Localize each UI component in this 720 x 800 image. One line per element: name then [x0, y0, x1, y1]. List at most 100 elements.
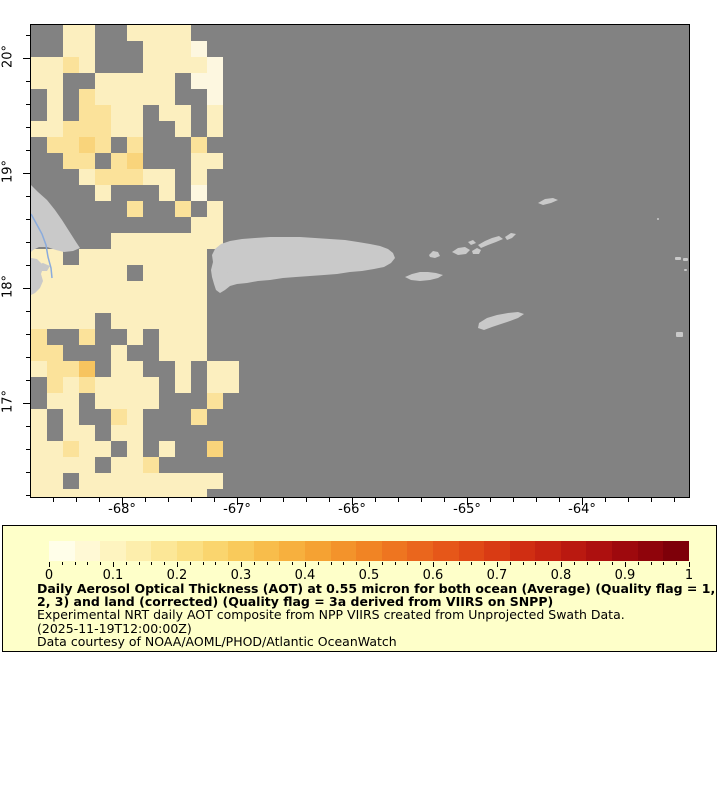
axis-tick: [76, 498, 77, 502]
aot-cell: [159, 105, 175, 121]
colorbar-tick: [625, 562, 626, 567]
aot-cell: [79, 169, 95, 185]
aot-cell: [127, 425, 143, 441]
aot-cell: [111, 345, 127, 361]
y-axis-label: 17°: [0, 389, 16, 414]
colorbar-tick: [305, 562, 306, 567]
aot-cell: [31, 457, 47, 473]
aot-cell: [63, 377, 79, 393]
aot-cell: [207, 105, 223, 121]
island-mona: [225, 271, 240, 282]
island-st-martin: [683, 258, 688, 261]
colorbar-tick: [471, 562, 473, 565]
aot-cell: [159, 345, 175, 361]
island-sombrero: [657, 218, 659, 220]
aot-cell: [191, 153, 207, 169]
axis-tick: [605, 498, 606, 502]
aot-cell: [79, 329, 95, 345]
aot-cell: [127, 473, 143, 489]
aot-cell: [31, 57, 47, 73]
aot-cell: [79, 281, 95, 297]
axis-tick: [145, 498, 146, 502]
axis-tick: [99, 498, 100, 502]
axis-tick: [651, 498, 652, 502]
aot-cell: [31, 441, 47, 457]
island-st-croix: [478, 312, 524, 330]
axis-tick: [513, 498, 514, 502]
legend-timestamp: (2025-11-19T12:00:00Z): [37, 620, 192, 636]
colorbar-segment: [381, 541, 408, 561]
aot-cell: [191, 41, 207, 57]
aot-cell: [95, 297, 111, 313]
axis-tick: [26, 219, 30, 220]
aot-cell: [127, 361, 143, 377]
aot-cell: [63, 409, 79, 425]
aot-cell: [79, 377, 95, 393]
aot-cell: [95, 473, 111, 489]
axis-tick: [53, 498, 54, 502]
colorbar-tick: [125, 562, 127, 565]
aot-cell: [31, 345, 47, 361]
colorbar-tick-label: 0.5: [358, 568, 380, 583]
legend-text: Daily Aerosol Optical Thickness (AOT) at…: [37, 582, 715, 648]
aot-cell: [143, 25, 159, 41]
axis-tick: [26, 472, 30, 473]
colorbar-tick: [343, 562, 345, 565]
aot-cell: [63, 281, 79, 297]
axis-tick: [237, 498, 238, 505]
axis-tick: [26, 104, 30, 105]
colorbar-tick: [189, 562, 191, 565]
aot-cell: [159, 169, 175, 185]
aot-cell: [143, 377, 159, 393]
aot-cell: [111, 265, 127, 281]
aot-cell: [111, 297, 127, 313]
aot-cell: [191, 313, 207, 329]
aot-cell: [47, 489, 63, 497]
colorbar-segment: [407, 541, 433, 561]
colorbar-tick: [509, 562, 511, 565]
aot-cell: [95, 489, 111, 497]
island-culebra: [429, 251, 440, 258]
colorbar-segment: [612, 541, 638, 561]
aot-cell: [143, 41, 159, 57]
aot-cell: [111, 361, 127, 377]
river-line: [31, 213, 53, 279]
island-st-john: [472, 248, 481, 254]
aot-cell: [143, 233, 159, 249]
aot-cell: [191, 345, 207, 361]
colorbar-tick: [279, 562, 281, 565]
colorbar-segment: [330, 541, 357, 561]
colorbar-tick: [241, 562, 242, 567]
colorbar-segment: [586, 541, 613, 561]
aot-cell: [31, 425, 47, 441]
aot-cell: [47, 249, 63, 265]
aot-cell: [143, 457, 159, 473]
aot-cell: [207, 217, 223, 233]
aot-cell: [159, 489, 175, 497]
x-axis-label: -64°: [568, 502, 596, 517]
aot-cell: [79, 249, 95, 265]
aot-cell: [175, 281, 191, 297]
aot-cell: [95, 265, 111, 281]
aot-cell: [127, 377, 143, 393]
aot-cell: [143, 489, 159, 497]
aot-cell: [175, 473, 191, 489]
aot-cell: [159, 185, 175, 201]
colorbar-tick: [61, 562, 63, 565]
colorbar-tick: [676, 562, 678, 565]
axis-tick: [26, 196, 30, 197]
aot-cell: [47, 393, 63, 409]
colorbar-tick: [317, 562, 319, 565]
aot-cell: [47, 345, 63, 361]
aot-cell: [127, 249, 143, 265]
aot-cell: [79, 473, 95, 489]
aot-cell: [127, 281, 143, 297]
island-desecheo: [222, 247, 228, 252]
colorbar-segment: [125, 541, 152, 561]
legend-credit: Data courtesy of NOAA/AOML/PHOD/Atlantic…: [37, 633, 397, 649]
aot-cell: [79, 41, 95, 57]
aot-cell: [191, 57, 207, 73]
aot-cell: [111, 153, 127, 169]
aot-cell: [127, 393, 143, 409]
island-tortola: [478, 236, 503, 248]
